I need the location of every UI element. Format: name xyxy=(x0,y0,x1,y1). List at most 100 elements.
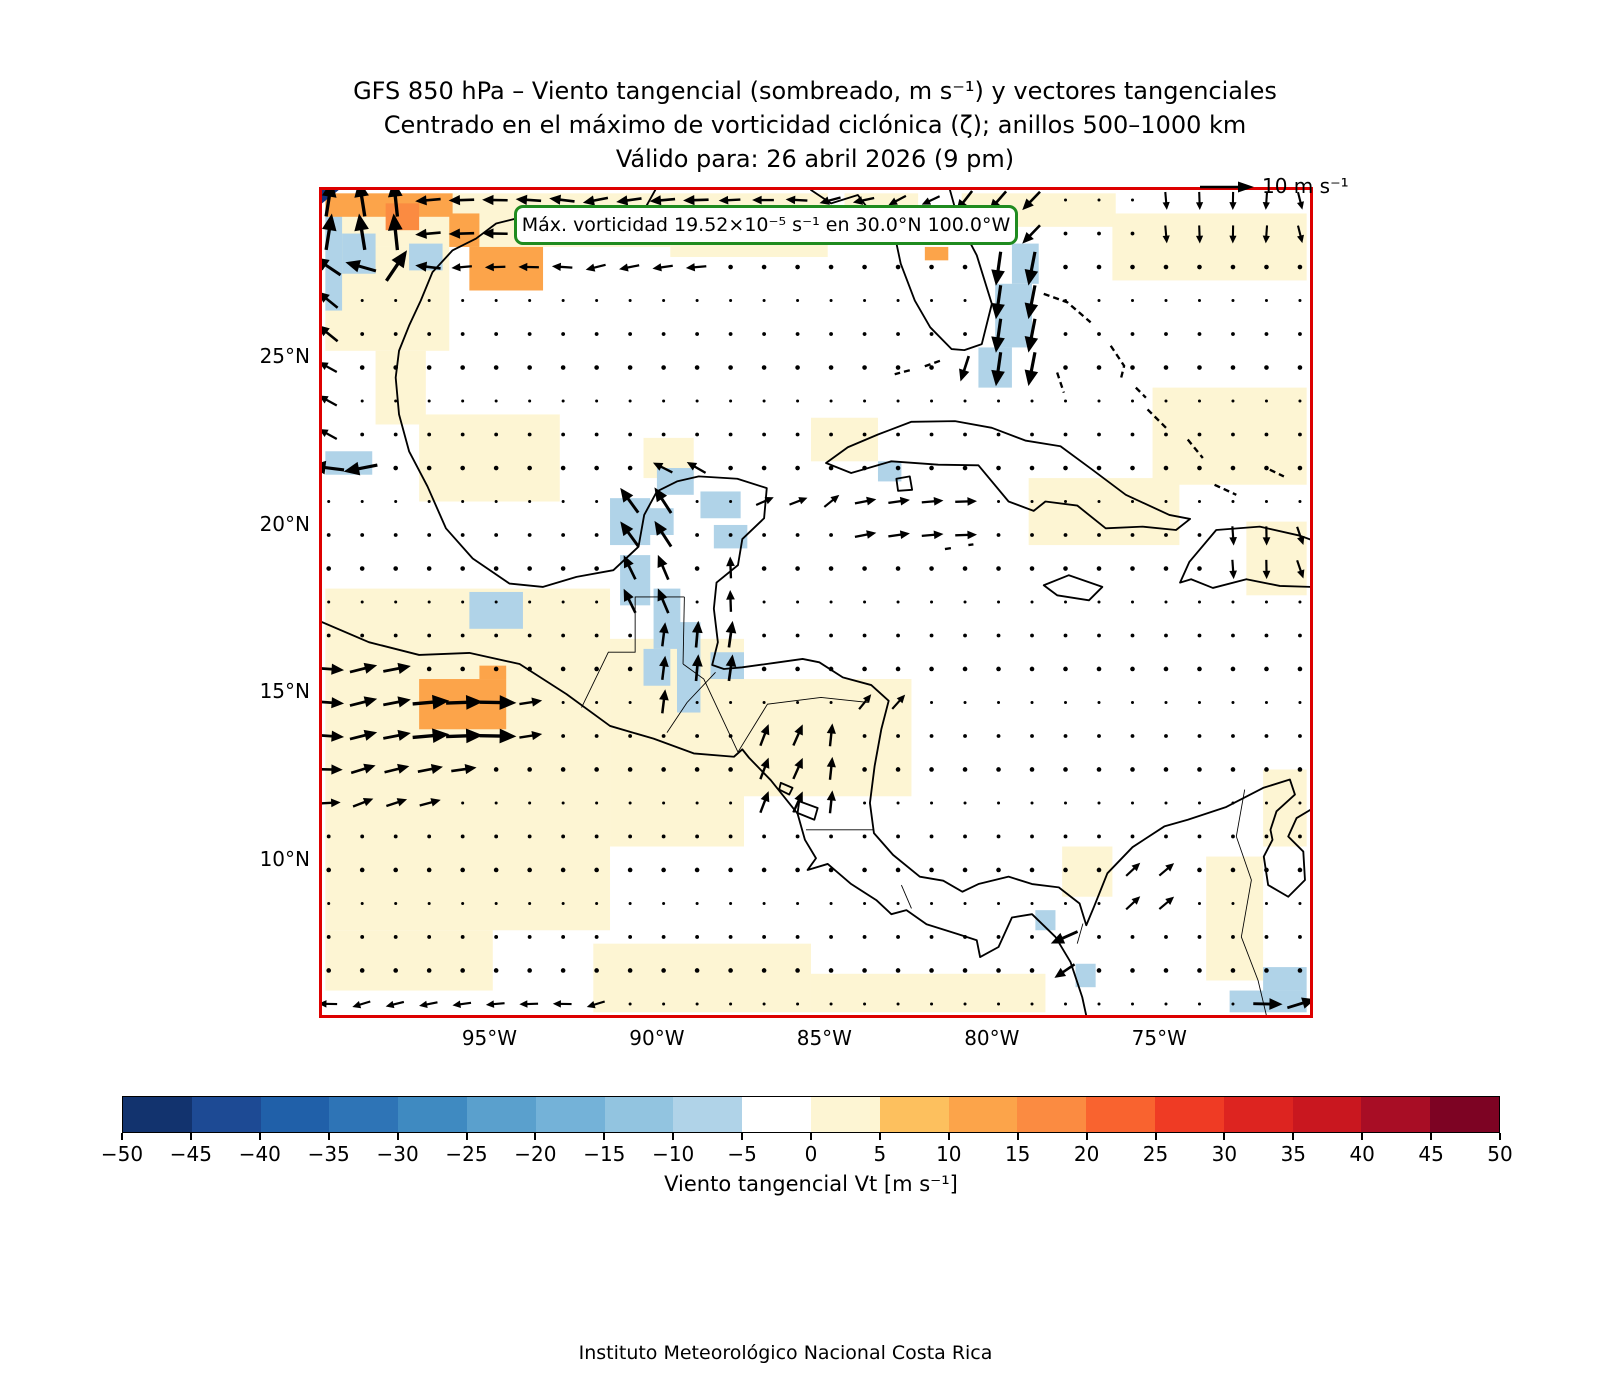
coastline xyxy=(1042,574,1104,602)
colorbar-segment-15 xyxy=(1154,1097,1224,1132)
colorbar-segment-11 xyxy=(879,1097,949,1132)
colorbar-tick-label: −40 xyxy=(238,1142,281,1166)
shading-cell xyxy=(1028,478,1180,546)
y-tick-label-15: 15°N xyxy=(259,679,310,704)
colorbar-segment-9 xyxy=(742,1097,811,1132)
country-border xyxy=(1076,923,1084,944)
island-chain xyxy=(968,543,974,547)
colorbar-tick-label: 25 xyxy=(1142,1142,1169,1166)
colorbar-tickmark xyxy=(1016,1133,1019,1140)
shading-cell xyxy=(1229,990,1307,1013)
x-tick-label-90: 90°W xyxy=(629,1026,685,1050)
colorbar-tickmark xyxy=(1154,1133,1157,1140)
shading-cell xyxy=(1035,910,1056,931)
colorbar-tick-label: 20 xyxy=(1073,1142,1100,1166)
colorbar-tickmark xyxy=(1223,1133,1226,1140)
colorbar-tickmark xyxy=(741,1133,744,1140)
shading-cell xyxy=(469,246,544,291)
colorbar-tick-label: 45 xyxy=(1418,1142,1444,1166)
shading-cell xyxy=(342,233,376,274)
colorbar-segment-18 xyxy=(1361,1097,1431,1132)
island-chain xyxy=(1056,372,1065,394)
shading-cell xyxy=(1011,243,1039,284)
colorbar-segment-14 xyxy=(1086,1097,1155,1132)
shading-cell xyxy=(469,591,523,629)
map-canvas xyxy=(322,190,1310,1015)
island-chain xyxy=(1135,386,1147,399)
shading-cell xyxy=(653,588,681,649)
x-tick-label-75: 75°W xyxy=(1131,1026,1187,1050)
island-chain xyxy=(1146,408,1167,429)
shading-cell xyxy=(1246,521,1307,596)
colorbar-segment-10 xyxy=(810,1097,880,1132)
colorbar-label: Viento tangencial Vt [m s⁻¹] xyxy=(664,1172,958,1196)
shading-cell xyxy=(1062,846,1113,897)
shading-cell xyxy=(643,648,671,686)
colorbar-tick-label: 10 xyxy=(936,1142,962,1166)
vorticity-annotation: Máx. vorticidad 19.52×10⁻⁵ s⁻¹ en 30.0°N… xyxy=(514,205,1018,245)
colorbar-tick-label: 35 xyxy=(1280,1142,1307,1166)
shading-cell xyxy=(677,622,701,713)
colorbar: −50 −45 −40 −35 −30 −25 −20 −15 −10 −5 0 5 10 15 20 25 3… xyxy=(101,1096,1513,1176)
island-chain xyxy=(894,369,911,376)
colorbar-tick-label: −35 xyxy=(307,1142,350,1166)
colorbar-tickmark xyxy=(1499,1133,1501,1140)
country-border xyxy=(666,672,716,733)
colorbar-segment-3 xyxy=(329,1097,399,1132)
colorbar-tick-label: −20 xyxy=(514,1142,557,1166)
colorbar-tickmark xyxy=(258,1133,261,1140)
shading-cell xyxy=(1152,387,1307,485)
island-chain xyxy=(1214,483,1237,496)
x-tick-label-80: 80°W xyxy=(964,1026,1020,1050)
country-border xyxy=(581,596,685,708)
island-chain xyxy=(1109,345,1126,380)
colorbar-tickmark xyxy=(1085,1133,1088,1140)
island-chain xyxy=(1269,468,1285,478)
coastline xyxy=(1179,525,1310,589)
colorbar-tickmark xyxy=(1292,1133,1295,1140)
colorbar-tick-label: 0 xyxy=(804,1142,818,1166)
coastline xyxy=(322,621,1088,1015)
colorbar-segment-16 xyxy=(1223,1097,1293,1132)
colorbar-tick-label: −30 xyxy=(376,1142,419,1166)
vorticity-annotation-text: Máx. vorticidad 19.52×10⁻⁵ s⁻¹ en 30.0°N… xyxy=(521,214,1011,236)
colorbar-segment-17 xyxy=(1292,1097,1362,1132)
shading-cell xyxy=(375,350,426,425)
shading-cell xyxy=(877,461,902,482)
source-credit: Instituto Meteorológico Nacional Costa R… xyxy=(578,1342,993,1364)
colorbar-tickmark xyxy=(603,1133,606,1140)
reference-arrow-icon xyxy=(1200,181,1254,193)
country-border xyxy=(682,596,685,664)
colorbar-segment-8 xyxy=(673,1097,743,1132)
country-border xyxy=(1235,789,1267,1015)
island-chain xyxy=(1186,438,1204,459)
colorbar-segment-13 xyxy=(1017,1097,1087,1132)
island-chain xyxy=(1043,292,1092,324)
island-chain xyxy=(922,359,941,368)
colorbar-tickmark xyxy=(189,1133,192,1140)
chart-title: GFS 850 hPa – Viento tangencial (sombrea… xyxy=(0,74,1615,176)
island-chain xyxy=(944,546,954,551)
colorbar-tick-label: 50 xyxy=(1487,1142,1513,1166)
colorbar-tick-label: −50 xyxy=(100,1142,144,1166)
colorbar-tick-label: −25 xyxy=(445,1142,488,1166)
shading-cell xyxy=(924,246,949,261)
x-tick-label-95: 95°W xyxy=(461,1026,518,1050)
colorbar-segment-6 xyxy=(535,1097,605,1132)
colorbar-tickmark xyxy=(534,1133,537,1140)
shading-cell xyxy=(1112,213,1307,281)
colorbar-tickmark xyxy=(121,1133,123,1140)
chart-title-line2: Centrado en el máximo de vorticidad cicl… xyxy=(383,111,1247,139)
colorbar-gradient xyxy=(122,1096,1500,1133)
coastline xyxy=(394,190,1310,927)
colorbar-tick-label: 15 xyxy=(1004,1142,1031,1166)
coastline xyxy=(825,420,1192,531)
colorbar-segment-5 xyxy=(466,1097,536,1132)
colorbar-segment-12 xyxy=(948,1097,1018,1132)
colorbar-tick-label: −15 xyxy=(583,1142,626,1166)
colorbar-segment-19 xyxy=(1430,1097,1499,1132)
colorbar-segment-4 xyxy=(398,1097,467,1132)
colorbar-tick-label: −5 xyxy=(727,1142,757,1166)
y-tick-label-10: 10°N xyxy=(259,846,310,871)
map-plot-area xyxy=(319,187,1313,1018)
